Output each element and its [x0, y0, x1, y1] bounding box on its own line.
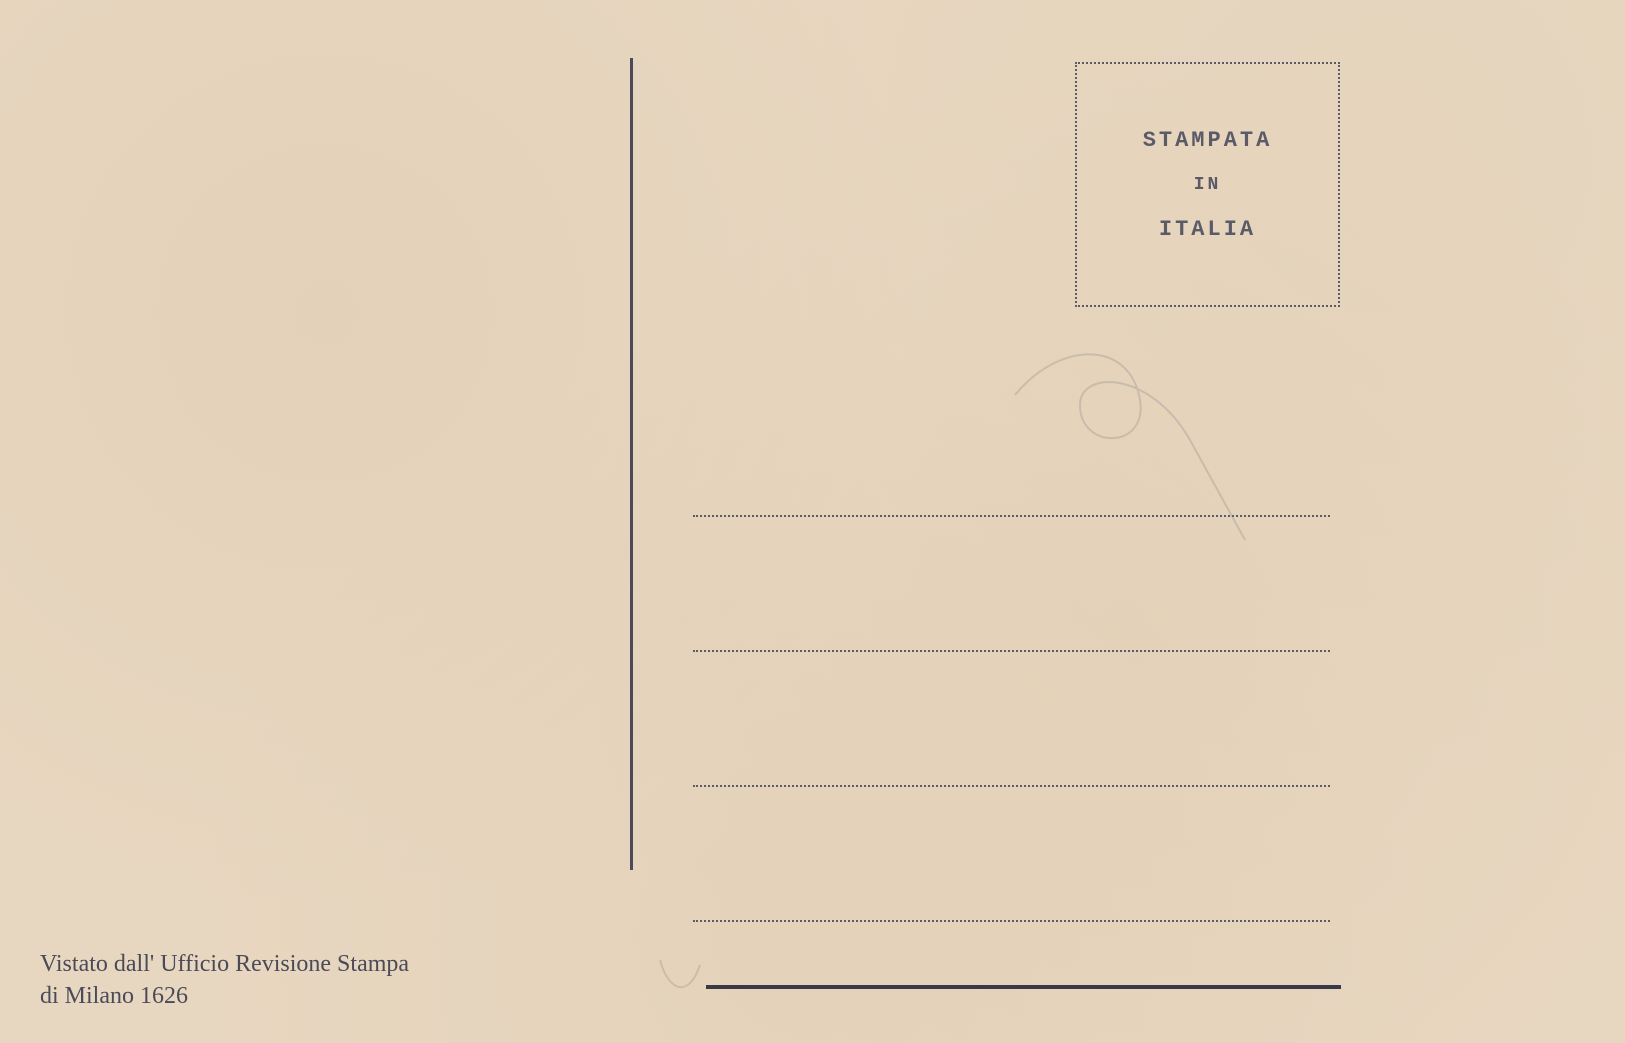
stamp-text-line-3: Italia — [1159, 217, 1256, 242]
postcard-back: Stampata in Italia Vistato dall' Ufficio… — [0, 0, 1625, 1043]
address-line-1 — [693, 515, 1330, 517]
imprint-text: Vistato dall' Ufficio Revisione Stampa d… — [40, 948, 409, 1013]
address-line-3 — [693, 785, 1330, 787]
center-divider — [630, 58, 633, 870]
bottom-rule — [706, 985, 1341, 989]
imprint-line-2: di Milano 1626 — [40, 980, 409, 1012]
stamp-placeholder-box: Stampata in Italia — [1075, 62, 1340, 307]
address-line-4 — [693, 920, 1330, 922]
stamp-text-line-2: in — [1194, 175, 1222, 195]
imprint-line-1: Vistato dall' Ufficio Revisione Stampa — [40, 948, 409, 980]
pencil-loop-mark — [0, 0, 1625, 1043]
address-line-2 — [693, 650, 1330, 652]
stamp-text-line-1: Stampata — [1143, 128, 1273, 153]
